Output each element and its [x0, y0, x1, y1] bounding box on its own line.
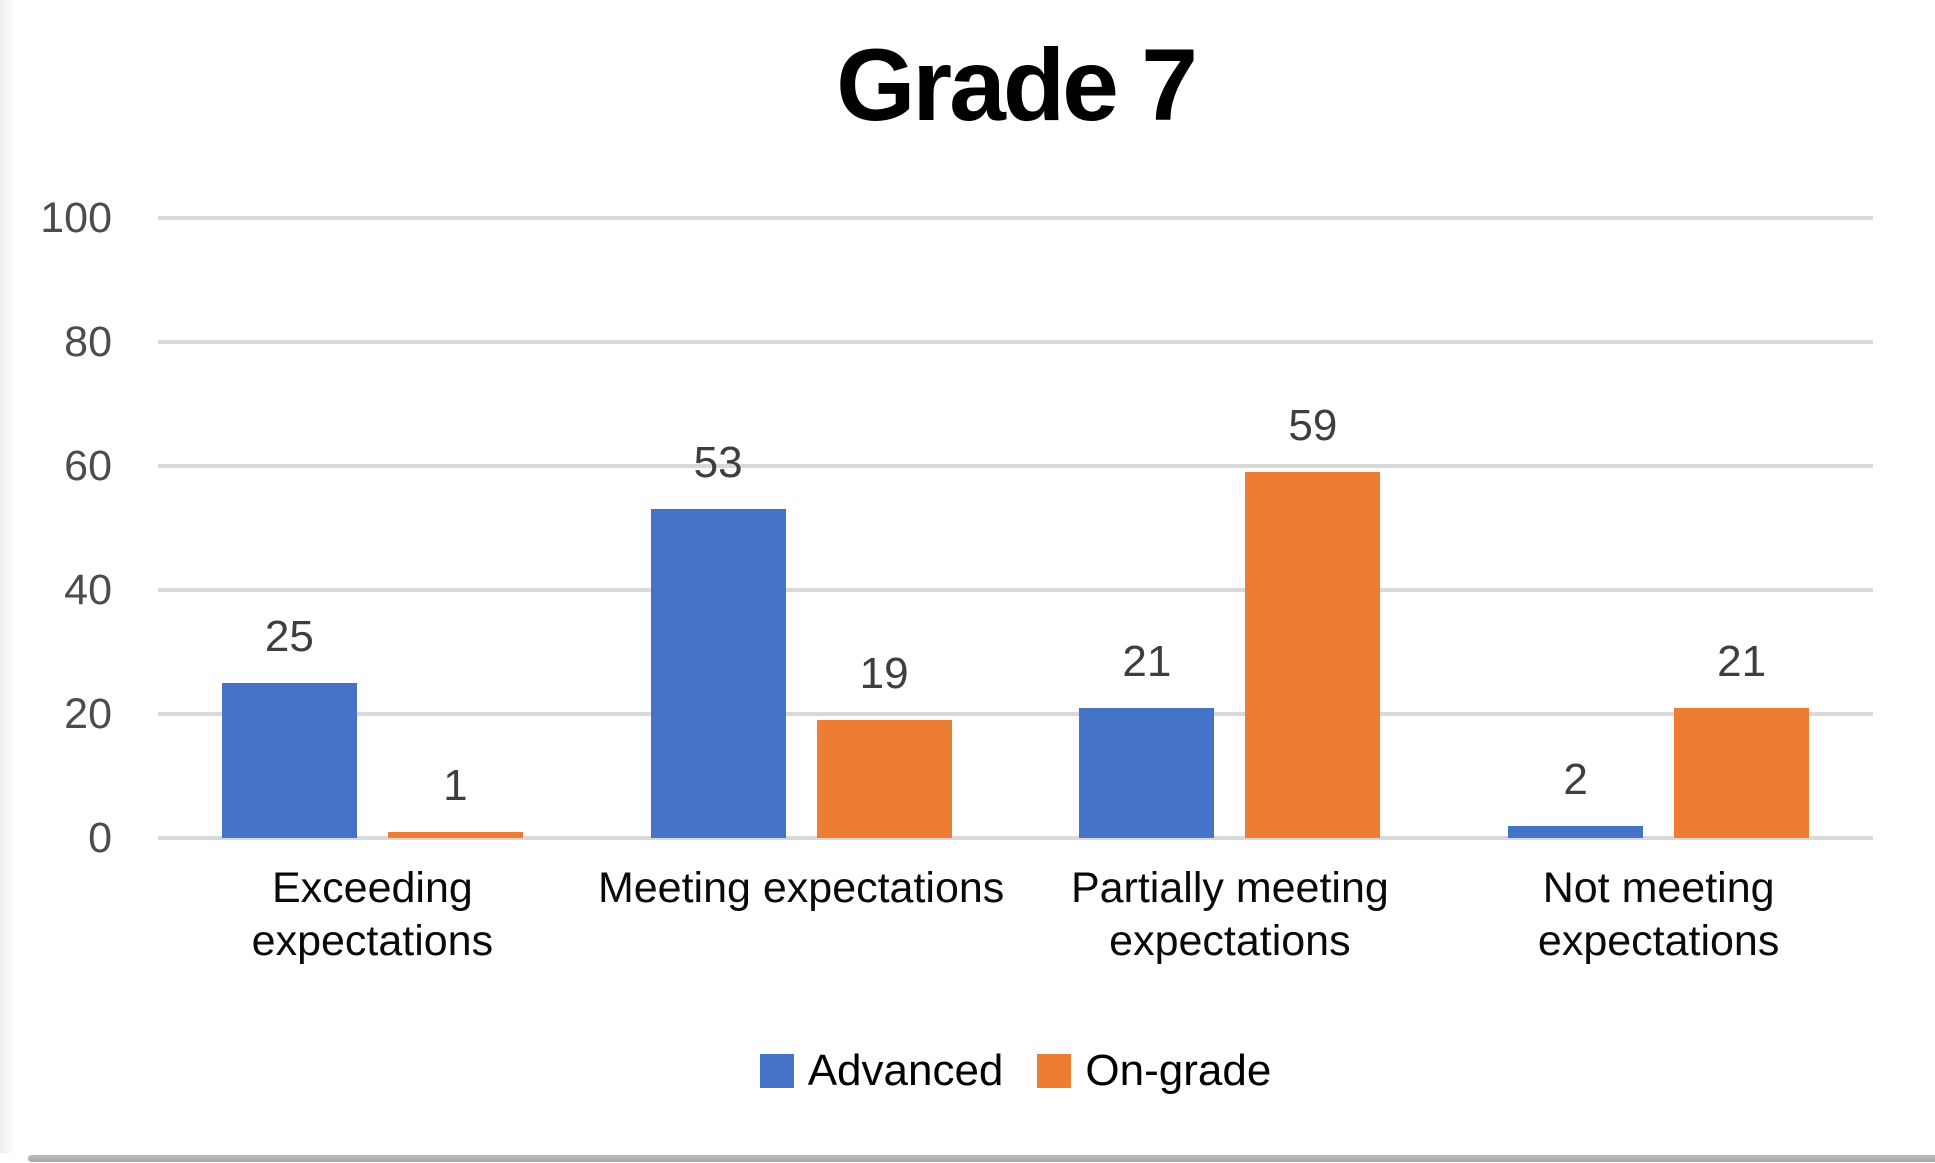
- legend-item-advanced: Advanced: [759, 1046, 1004, 1096]
- legend-item-on-grade: On-grade: [1037, 1046, 1271, 1096]
- y-tick-label-40: 40: [64, 566, 112, 614]
- card-left-edge: [0, 0, 14, 1153]
- legend-swatch-on-grade: [1037, 1054, 1072, 1088]
- bar-on-grade-category-4: [1674, 707, 1810, 838]
- bar-value-label-advanced-category-1: 25: [264, 612, 314, 661]
- category-label-4: Not meeting expectations: [1537, 864, 1780, 965]
- bar-value-label-on-grade-category-2: 19: [859, 649, 909, 699]
- chart-title: Grade 7: [836, 28, 1198, 142]
- gridline-80: [158, 340, 1873, 344]
- bar-value-label-advanced-category-2: 53: [693, 438, 743, 488]
- gridline-60: [158, 464, 1873, 468]
- bar-advanced-category-4: [1508, 825, 1644, 838]
- bar-value-label-advanced-category-3: 21: [1122, 636, 1172, 686]
- gridline-100: [158, 216, 1873, 220]
- y-tick-label-100: 100: [40, 194, 112, 242]
- legend-label-on-grade: On-grade: [1085, 1046, 1272, 1095]
- plot-area: [158, 216, 1873, 840]
- gridline-20: [158, 712, 1873, 716]
- category-label-2: Meeting expectations: [597, 864, 1005, 912]
- bar-advanced-category-2: [650, 509, 786, 838]
- bar-value-label-advanced-category-4: 2: [1563, 754, 1588, 804]
- card-bottom-edge: [28, 1155, 1935, 1162]
- category-label-3: Partially meeting expectations: [1070, 864, 1389, 965]
- y-tick-label-60: 60: [64, 442, 112, 490]
- bar-value-label-on-grade-category-1: 1: [443, 760, 468, 810]
- legend: Advanced On-grade: [158, 1040, 1873, 1102]
- gridline-0: [158, 836, 1873, 840]
- bar-value-label-on-grade-category-4: 21: [1717, 636, 1767, 686]
- bar-on-grade-category-3: [1245, 472, 1381, 838]
- gridline-40: [158, 588, 1873, 592]
- y-tick-label-80: 80: [64, 318, 112, 366]
- bar-on-grade-category-2: [816, 720, 952, 838]
- y-tick-label-20: 20: [64, 690, 112, 738]
- bar-advanced-category-1: [221, 683, 357, 838]
- bar-value-label-on-grade-category-3: 59: [1288, 401, 1338, 451]
- y-tick-label-0: 0: [88, 814, 112, 862]
- legend-swatch-advanced: [759, 1054, 794, 1088]
- bar-advanced-category-3: [1079, 707, 1215, 838]
- bar-on-grade-category-1: [387, 831, 523, 838]
- category-label-1: Exceeding expectations: [251, 864, 494, 965]
- legend-label-advanced: Advanced: [807, 1046, 1004, 1095]
